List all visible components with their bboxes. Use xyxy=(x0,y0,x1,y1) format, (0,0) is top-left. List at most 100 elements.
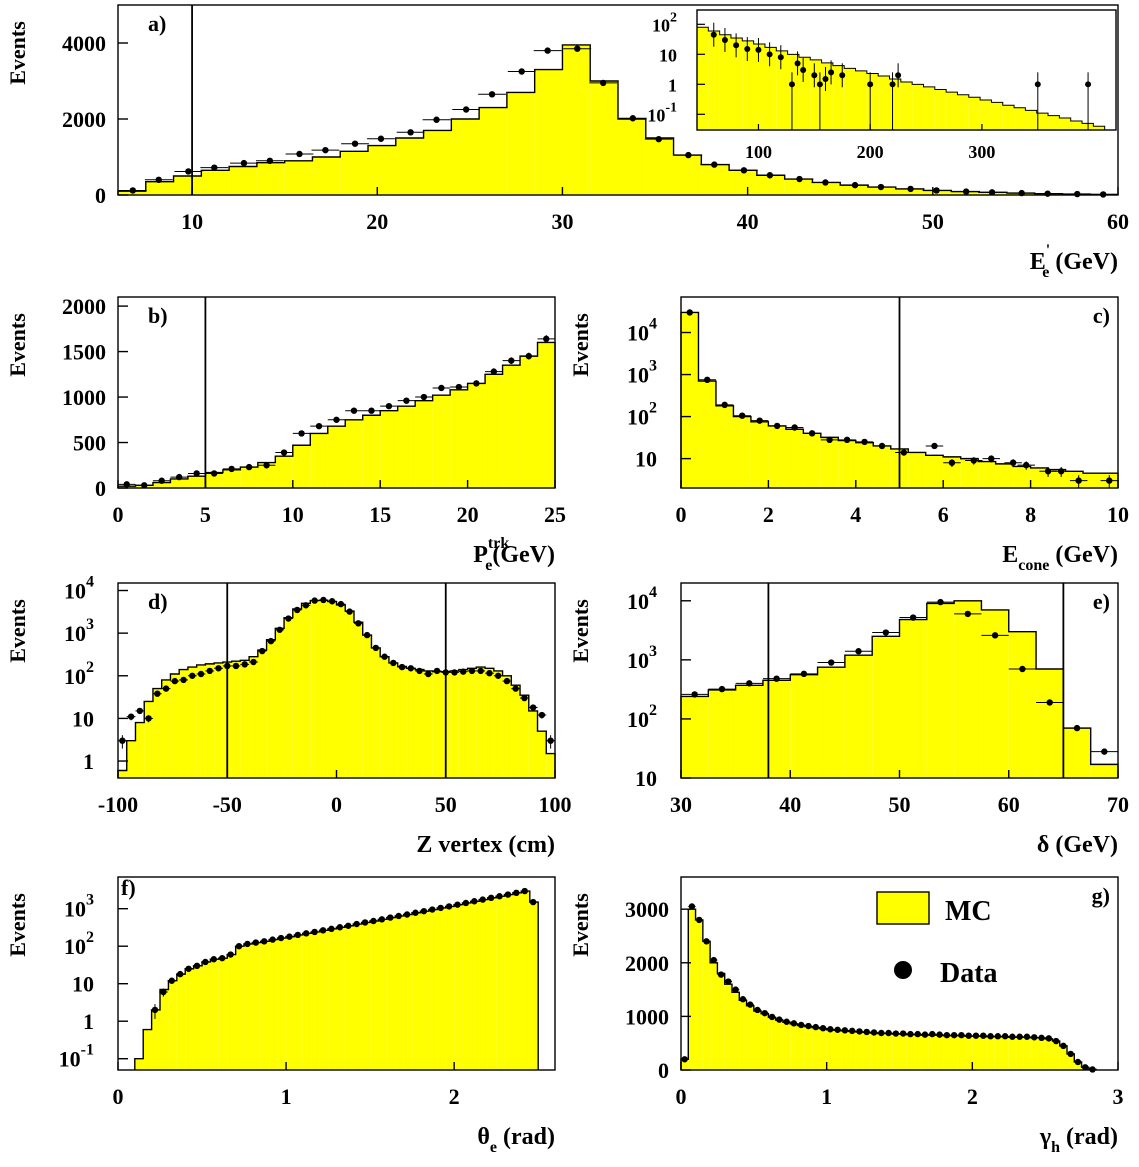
mc-bin xyxy=(397,406,416,488)
inset-data-point xyxy=(755,46,762,53)
mc-bin xyxy=(173,176,202,195)
data-point xyxy=(812,1023,819,1031)
inset-mc-bin xyxy=(1059,118,1071,130)
mc-bin xyxy=(432,395,451,488)
data-point xyxy=(211,164,218,171)
y-tick-base: 10 xyxy=(64,897,86,922)
y-tick-label: 0 xyxy=(95,183,106,208)
data-point xyxy=(796,175,803,183)
mc-bin xyxy=(345,419,363,488)
mc-bin xyxy=(415,400,433,488)
x-tick-label: 40 xyxy=(737,209,759,234)
inset-mc-bin xyxy=(900,81,913,130)
data-point xyxy=(805,1022,812,1030)
mc-bin xyxy=(445,906,455,1070)
y-tick-label: 2000 xyxy=(625,951,669,976)
mc-bin xyxy=(702,941,711,1070)
data-point xyxy=(228,465,235,473)
x-axis-title-unit: (GeV) xyxy=(1049,542,1118,568)
inset-data-point xyxy=(800,67,807,73)
mc-bin xyxy=(715,405,734,488)
mc-bin xyxy=(328,928,337,1070)
inset-data-point xyxy=(867,81,874,88)
data-point xyxy=(412,909,419,916)
mc-bin xyxy=(928,1035,936,1070)
mc-bin xyxy=(257,650,267,778)
data-point xyxy=(462,106,470,113)
mc-bin xyxy=(914,1034,922,1070)
data-point xyxy=(948,459,956,466)
data-point xyxy=(403,397,410,404)
mc-bin xyxy=(960,458,979,488)
data-point xyxy=(970,457,977,464)
mc-bin xyxy=(872,636,900,778)
mc-bin xyxy=(415,669,424,778)
x-tick-label: 20 xyxy=(366,209,388,234)
mc-bin xyxy=(590,81,618,195)
inset-data-point xyxy=(816,81,823,88)
x-axis-title-unit: (GeV) xyxy=(1049,249,1118,275)
mc-bin xyxy=(152,688,162,778)
data-point xyxy=(1074,1058,1082,1066)
inset-mc-bin xyxy=(1036,113,1049,130)
mc-bin xyxy=(479,107,507,195)
data-point xyxy=(123,481,130,488)
x-tick-label: 5 xyxy=(200,502,211,527)
mc-bin xyxy=(151,1009,161,1070)
data-point xyxy=(937,598,944,606)
data-point xyxy=(1023,1033,1031,1040)
x-axis-title-sup: ' xyxy=(1046,242,1050,259)
data-point xyxy=(420,393,428,401)
mc-bin xyxy=(249,656,258,778)
x-axis-title: Z vertex (cm) xyxy=(416,832,555,858)
mc-bin xyxy=(1045,1038,1053,1070)
inset-mc-bin xyxy=(991,102,1003,130)
inset-y-tick-base: 10 xyxy=(659,45,677,65)
x-axis-title-main: δ (GeV) xyxy=(1037,832,1118,858)
mc-bin xyxy=(768,425,786,488)
inset-data-point xyxy=(839,72,846,79)
y-tick-label: 103 xyxy=(64,892,94,922)
mc-bin xyxy=(892,1034,900,1070)
data-point xyxy=(773,675,780,682)
y-tick-label: 10 xyxy=(72,706,94,731)
data-point xyxy=(372,644,380,652)
y-tick-label: 2000 xyxy=(62,107,106,132)
x-axis-title-main: E xyxy=(1002,542,1018,568)
data-point xyxy=(451,669,458,676)
mc-bin xyxy=(143,1029,152,1070)
mc-bin xyxy=(467,668,477,778)
y-tick-exponent: 2 xyxy=(86,929,94,946)
inset-mc-bin xyxy=(946,92,958,130)
mc-bin xyxy=(995,463,1014,488)
mc-bin xyxy=(521,891,530,1070)
data-point xyxy=(355,620,362,627)
y-tick-base: 10 xyxy=(627,321,649,346)
y-axis-title: Events xyxy=(568,893,593,957)
y-tick-exponent: 3 xyxy=(86,892,94,909)
data-point xyxy=(346,608,353,615)
inset-frame xyxy=(696,9,1117,131)
mc-bin xyxy=(222,469,241,488)
mc-bin xyxy=(353,924,362,1070)
mc-bin xyxy=(395,138,424,195)
mc-bin xyxy=(943,456,961,488)
mc-bin xyxy=(269,939,278,1070)
mc-bin xyxy=(397,666,407,778)
mc-bin xyxy=(790,1023,798,1070)
mc-bin xyxy=(340,151,368,195)
x-tick-label: 0 xyxy=(676,502,687,527)
panel-label: g) xyxy=(1092,883,1110,908)
mc-bin xyxy=(496,896,505,1070)
inset-x-tick-label: 200 xyxy=(857,142,884,162)
data-point xyxy=(385,402,393,410)
inset-mc-bin xyxy=(980,100,992,130)
panel-a: 10 20 30 40 50 60 0 2000 4000 a) Events E' e (GeV) 10… xyxy=(5,4,1129,281)
mc-bin xyxy=(673,155,702,195)
mc-bin xyxy=(229,166,257,195)
data-point xyxy=(462,899,470,907)
mc-bin xyxy=(275,456,293,488)
x-axis-title: θe (rad) xyxy=(477,1124,555,1156)
data-point xyxy=(691,691,698,698)
mc-bin xyxy=(840,185,868,195)
